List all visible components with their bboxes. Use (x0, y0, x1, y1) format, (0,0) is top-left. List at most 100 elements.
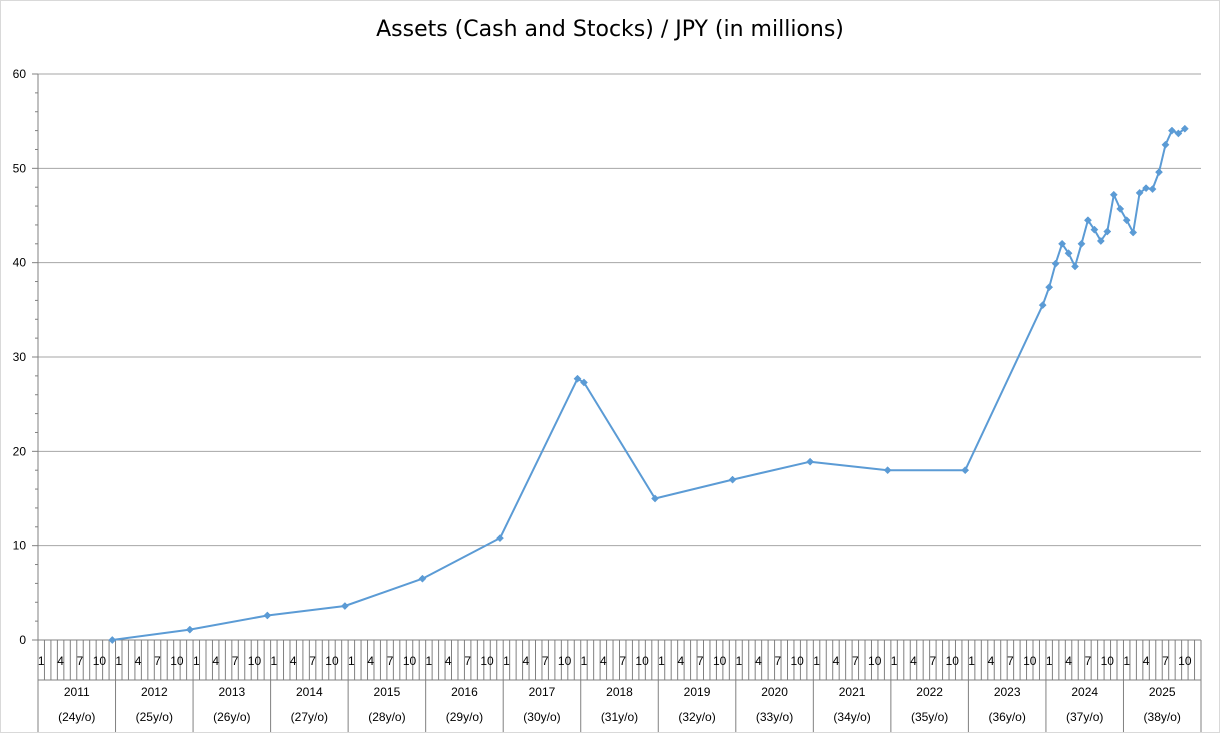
data-point-marker (340, 602, 349, 610)
month-label: 4 (833, 654, 840, 668)
age-label: (30y/o) (523, 710, 560, 724)
data-point-marker (1167, 126, 1176, 135)
month-label: 4 (988, 654, 995, 668)
data-point-marker (806, 457, 815, 466)
age-label: (32y/o) (678, 710, 715, 724)
data-point-marker (1174, 129, 1183, 138)
month-label: 7 (1085, 654, 1092, 668)
month-label: 4 (600, 654, 607, 668)
month-label: 7 (1162, 654, 1169, 668)
month-label: 7 (697, 654, 704, 668)
month-label: 10 (1023, 654, 1037, 668)
age-label: (35y/o) (911, 710, 948, 724)
month-label: 10 (635, 654, 649, 668)
month-label: 7 (852, 654, 859, 668)
month-label: 7 (464, 654, 471, 668)
month-label: 1 (426, 654, 433, 668)
data-point-marker (1180, 124, 1189, 133)
age-label: (25y/o) (136, 710, 173, 724)
month-label: 7 (309, 654, 316, 668)
year-label: 2025 (1149, 685, 1176, 699)
y-tick-label: 0 (19, 633, 26, 647)
month-label: 4 (910, 654, 917, 668)
month-label: 7 (930, 654, 937, 668)
y-tick-label: 30 (13, 350, 27, 364)
month-label: 1 (581, 654, 588, 668)
month-label: 10 (480, 654, 494, 668)
month-label: 7 (1007, 654, 1014, 668)
data-point-marker (1058, 239, 1067, 248)
age-label: (29y/o) (446, 710, 483, 724)
year-label: 2020 (761, 685, 788, 699)
month-label: 4 (522, 654, 529, 668)
month-label: 10 (713, 654, 727, 668)
month-label: 1 (891, 654, 898, 668)
age-label: (33y/o) (756, 710, 793, 724)
month-label: 10 (170, 654, 184, 668)
month-label: 10 (1178, 654, 1192, 668)
month-label: 7 (232, 654, 239, 668)
age-label: (28y/o) (368, 710, 405, 724)
month-label: 1 (348, 654, 355, 668)
year-label: 2013 (218, 685, 245, 699)
data-point-marker (263, 611, 272, 620)
month-label: 7 (619, 654, 626, 668)
data-point-marker (1051, 259, 1060, 268)
month-label: 10 (791, 654, 805, 668)
month-label: 1 (115, 654, 122, 668)
month-label: 10 (325, 654, 339, 668)
month-label: 10 (1101, 654, 1115, 668)
month-label: 1 (270, 654, 277, 668)
data-point-marker (496, 534, 504, 543)
y-tick-label: 20 (13, 444, 27, 458)
data-point-marker (1116, 204, 1125, 213)
year-label: 2023 (994, 685, 1021, 699)
y-tick-label: 10 (13, 539, 27, 553)
data-point-marker (1083, 216, 1092, 225)
data-point-marker (961, 466, 970, 475)
data-point-marker (728, 475, 737, 484)
chart-title: Assets (Cash and Stocks) / JPY (in milli… (376, 17, 844, 42)
data-point-marker (1103, 227, 1112, 236)
y-tick-label: 40 (13, 256, 27, 270)
year-label: 2016 (451, 685, 478, 699)
data-point-marker (580, 378, 588, 387)
data-point-marker (1122, 216, 1131, 225)
month-label: 10 (248, 654, 262, 668)
data-point-marker (883, 466, 892, 475)
month-label: 1 (736, 654, 743, 668)
data-point-marker (651, 494, 659, 503)
data-point-marker (1135, 188, 1144, 197)
month-label: 4 (755, 654, 762, 668)
data-point-marker (1096, 237, 1105, 245)
data-point-marker (1045, 283, 1054, 292)
data-point-marker (185, 625, 194, 634)
month-label: 7 (774, 654, 781, 668)
data-point-marker (1142, 184, 1151, 193)
series-line (112, 127, 1186, 641)
age-label: (24y/o) (58, 710, 95, 724)
data-point-marker (1148, 185, 1157, 194)
month-label: 10 (403, 654, 417, 668)
month-label: 10 (558, 654, 572, 668)
data-point-marker (1090, 225, 1099, 234)
month-label: 4 (212, 654, 219, 668)
age-label: (37y/o) (1066, 710, 1103, 724)
year-label: 2022 (916, 685, 943, 699)
year-label: 2017 (529, 685, 556, 699)
data-point-marker (1109, 190, 1118, 199)
data-point-marker (573, 374, 582, 383)
month-label: 1 (38, 654, 45, 668)
year-label: 2012 (141, 685, 168, 699)
age-label: (36y/o) (988, 710, 1025, 724)
data-point-marker (1161, 140, 1170, 149)
y-tick-label: 50 (13, 161, 27, 175)
month-label: 10 (946, 654, 960, 668)
year-label: 2014 (296, 685, 323, 699)
year-label: 2015 (374, 685, 401, 699)
year-label: 2019 (684, 685, 711, 699)
month-label: 4 (135, 654, 142, 668)
month-label: 4 (1143, 654, 1150, 668)
